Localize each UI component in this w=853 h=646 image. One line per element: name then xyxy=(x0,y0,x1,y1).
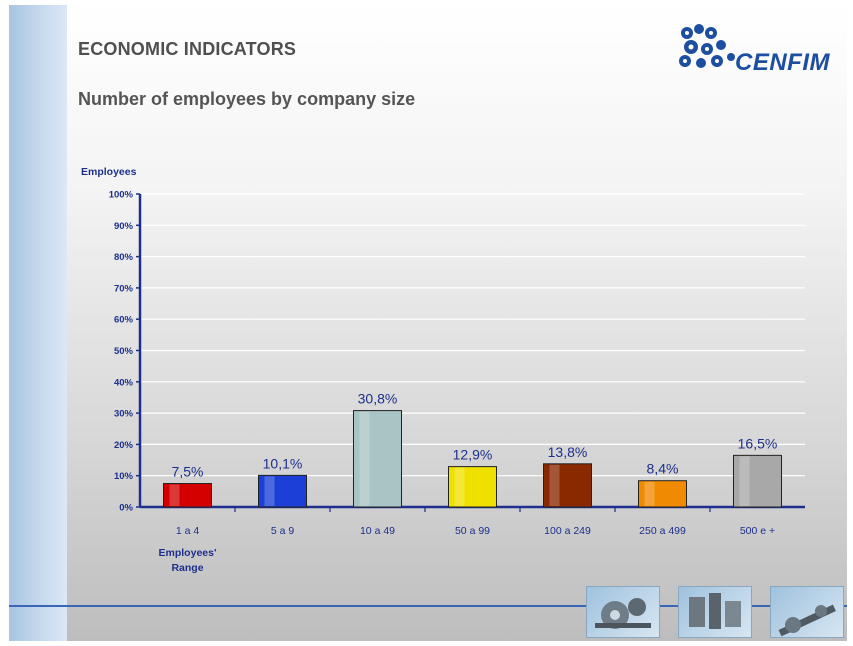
left-accent-band xyxy=(9,5,67,641)
data-label: 8,4% xyxy=(647,461,679,477)
gears-photo-icon xyxy=(586,586,660,638)
cenfim-logo-icon xyxy=(679,24,735,68)
data-label: 10,1% xyxy=(263,455,303,471)
machine-parts-photo-icon xyxy=(678,586,752,638)
data-label: 12,9% xyxy=(453,447,493,463)
bar-highlight xyxy=(454,467,465,506)
y-tick-label: 80% xyxy=(114,252,134,263)
y-tick-label: 60% xyxy=(114,315,134,326)
x-tick-label: 50 a 99 xyxy=(455,525,490,537)
shaft-photo-icon xyxy=(770,586,844,638)
bar-highlight xyxy=(739,456,750,506)
bar-highlight xyxy=(644,481,655,506)
bar-highlight xyxy=(359,411,370,506)
y-tick-label: 20% xyxy=(114,440,134,451)
bar xyxy=(353,410,402,508)
chart-subtitle: Number of employees by company size xyxy=(78,89,416,109)
bar xyxy=(258,474,307,508)
data-label: 7,5% xyxy=(172,464,204,480)
data-label: 16,5% xyxy=(738,435,778,451)
bar xyxy=(543,463,592,508)
y-tick-label: 100% xyxy=(109,190,134,201)
y-tick-label: 30% xyxy=(114,409,134,420)
x-tick-label: 250 a 499 xyxy=(639,525,686,537)
y-tick-label: 90% xyxy=(114,221,134,232)
slide: ECONOMIC INDICATORS Number of employees … xyxy=(9,5,847,641)
x-tick-label: 5 a 9 xyxy=(271,525,295,537)
y-tick-label: 0% xyxy=(119,503,133,514)
x-tick-label: 100 a 249 xyxy=(544,525,591,537)
x-tick-label: 10 a 49 xyxy=(360,525,395,537)
x-tick-label: 1 a 4 xyxy=(176,525,200,537)
x-tick-label: 500 e + xyxy=(740,525,775,537)
bar xyxy=(163,483,212,508)
bar-highlight xyxy=(264,476,275,506)
x-axis-title-line2: Range xyxy=(171,562,203,574)
bar-highlight xyxy=(549,464,560,506)
bottom-divider xyxy=(9,605,847,607)
bar-highlight xyxy=(169,484,180,506)
bar xyxy=(733,454,782,508)
page-title: ECONOMIC INDICATORS xyxy=(78,39,297,59)
data-label: 30,8% xyxy=(358,391,398,407)
data-label: 13,8% xyxy=(548,444,588,460)
y-tick-label: 70% xyxy=(114,283,134,294)
bar-chart: 0% 10% 20% 30% 40% 50% 60% 70% 80% 90% 100% Employe… xyxy=(81,166,805,574)
y-tick-label: 10% xyxy=(114,471,134,482)
bar xyxy=(638,480,687,508)
y-tick-label: 40% xyxy=(114,377,134,388)
logo-text: CENFIM xyxy=(735,49,830,76)
bar xyxy=(448,466,497,508)
y-axis-title: Employees xyxy=(81,166,137,178)
y-tick-label: 50% xyxy=(114,346,134,357)
x-axis-title-line1: Employees' xyxy=(159,547,217,559)
